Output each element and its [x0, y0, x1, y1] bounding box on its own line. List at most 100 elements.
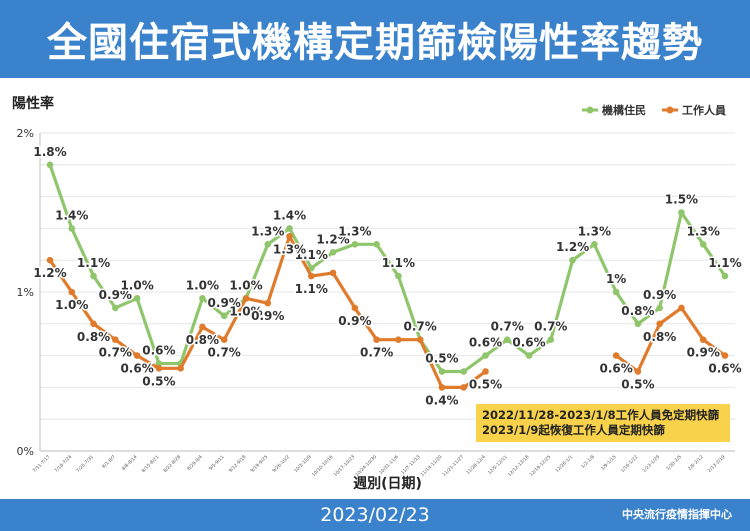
- data-label: 1.0%: [229, 304, 262, 318]
- x-tick-label: 10/10-10/16: [311, 454, 335, 478]
- data-point: [307, 272, 315, 280]
- data-point: [46, 161, 54, 169]
- data-point: [220, 312, 228, 320]
- legend-marker: [666, 106, 674, 114]
- positivity-line-chart: 0% 1% 2% 陽性率 7/11-7/17 7/18-7/24 7/25-7/31 8/1-…: [12, 95, 743, 492]
- x-tick-label: 10/3-10/9: [293, 454, 313, 474]
- data-label: 1.1%: [382, 256, 415, 270]
- data-point: [68, 225, 76, 232]
- data-point: [242, 295, 250, 302]
- data-point: [220, 336, 228, 344]
- data-label: 0.5%: [425, 352, 458, 366]
- data-label: 0.8%: [77, 330, 110, 344]
- data-point: [351, 304, 359, 312]
- data-point: [721, 272, 729, 280]
- data-point: [699, 241, 707, 248]
- x-tick-label: 12/26-1/1: [554, 454, 574, 474]
- data-label: 1.0%: [229, 278, 262, 292]
- data-point: [503, 336, 511, 344]
- footer-banner: 2023/02/23 中央流行疫情指揮中心: [0, 499, 750, 531]
- data-point: [482, 352, 489, 359]
- x-tick-label: 1/9-1/15: [600, 454, 618, 472]
- x-tick-label: 11/21-11/27: [441, 454, 465, 478]
- x-tick-label: 10/24-10/30: [354, 454, 378, 478]
- data-label: 1%: [606, 272, 626, 286]
- data-label: 0.9%: [208, 296, 241, 310]
- data-label: 1.0%: [55, 298, 88, 312]
- data-label: 1.1%: [77, 256, 110, 270]
- x-tick-label: 12/5-12/11: [487, 454, 509, 476]
- data-point: [634, 368, 642, 375]
- x-tick-label: 9/26-10/2: [271, 454, 291, 474]
- data-point: [329, 269, 337, 277]
- x-tick-label: 1/30-2/5: [665, 454, 683, 472]
- data-label: 1.8%: [33, 145, 66, 159]
- data-label: 1.2%: [33, 266, 66, 280]
- data-label: 0.9%: [99, 288, 132, 302]
- x-tick-label: 1/16-1/22: [620, 454, 640, 474]
- data-point: [46, 256, 54, 264]
- data-point: [569, 256, 576, 264]
- data-point: [133, 295, 141, 302]
- data-point: [133, 352, 141, 359]
- data-label: 1.3%: [273, 242, 306, 256]
- data-label: 1.5%: [665, 193, 698, 207]
- data-point: [656, 320, 663, 328]
- data-point: [547, 336, 555, 344]
- footer-date: 2023/02/23: [320, 504, 430, 526]
- series-line: [48, 163, 727, 374]
- x-tick-label: 2/6-2/12: [687, 454, 705, 472]
- x-tick-label: 8/29-9/4: [186, 454, 204, 472]
- data-label: 0.7%: [208, 346, 241, 360]
- footer-organization: 中央流行疫情指揮中心: [622, 508, 732, 521]
- data-label: 0.6%: [599, 362, 632, 376]
- y-axis-label: 陽性率: [12, 95, 54, 112]
- x-tick-label: 1/23-1/29: [641, 454, 661, 474]
- data-point: [264, 299, 272, 307]
- x-tick-label: 8/15-8/21: [141, 454, 161, 474]
- y-tick-label: 1%: [17, 286, 34, 299]
- data-label: 1.1%: [295, 282, 328, 296]
- data-point: [286, 233, 293, 240]
- data-label: 1.4%: [55, 208, 88, 222]
- data-label: 0.9%: [338, 314, 371, 328]
- data-point: [90, 320, 97, 328]
- data-point: [351, 241, 359, 248]
- series-line: [614, 306, 727, 374]
- x-tick-label: 11/28-12/4: [465, 454, 487, 476]
- x-tick-label: 2/13-2/19: [707, 454, 727, 474]
- data-point: [482, 368, 489, 375]
- data-point: [199, 295, 206, 302]
- data-label: 0.7%: [534, 320, 567, 334]
- data-label: 0.6%: [469, 336, 502, 350]
- data-label: 1.2%: [316, 232, 349, 246]
- x-tick-label: 12/12-12/18: [507, 454, 531, 478]
- x-tick-label: 9/12-9/18: [228, 454, 248, 474]
- data-point: [155, 360, 163, 367]
- data-point: [177, 365, 184, 372]
- data-label: 0.6%: [512, 336, 545, 350]
- y-tick-label: 0%: [17, 445, 34, 458]
- data-point: [68, 288, 76, 296]
- x-tick-label: 11/14-11/20: [420, 454, 444, 478]
- x-tick-label: 10/17-10/23: [333, 454, 357, 478]
- data-point: [525, 352, 533, 359]
- data-point: [329, 248, 337, 256]
- data-label: 1.4%: [273, 208, 306, 222]
- data-label: 1.1%: [708, 256, 741, 270]
- x-tick-label: 8/22-8/28: [162, 454, 182, 474]
- data-label: 0.8%: [643, 330, 676, 344]
- data-label: 1.0%: [120, 278, 153, 292]
- data-point: [612, 288, 620, 296]
- data-label: 0.7%: [99, 346, 132, 360]
- x-axis-label: 週別(日期): [353, 476, 422, 492]
- legend-label: 工作人員: [682, 103, 726, 117]
- data-label: 0.6%: [120, 362, 153, 376]
- x-tick-label: 12/19-12/25: [528, 454, 552, 478]
- annotation-text: 2022/11/28-2023/1/8工作人員免定期快篩: [482, 408, 720, 422]
- data-label: 0.7%: [360, 346, 393, 360]
- data-label: 0.8%: [186, 333, 219, 347]
- data-label: 1.3%: [251, 224, 284, 238]
- data-label: 1.0%: [186, 278, 219, 292]
- data-point: [90, 272, 97, 280]
